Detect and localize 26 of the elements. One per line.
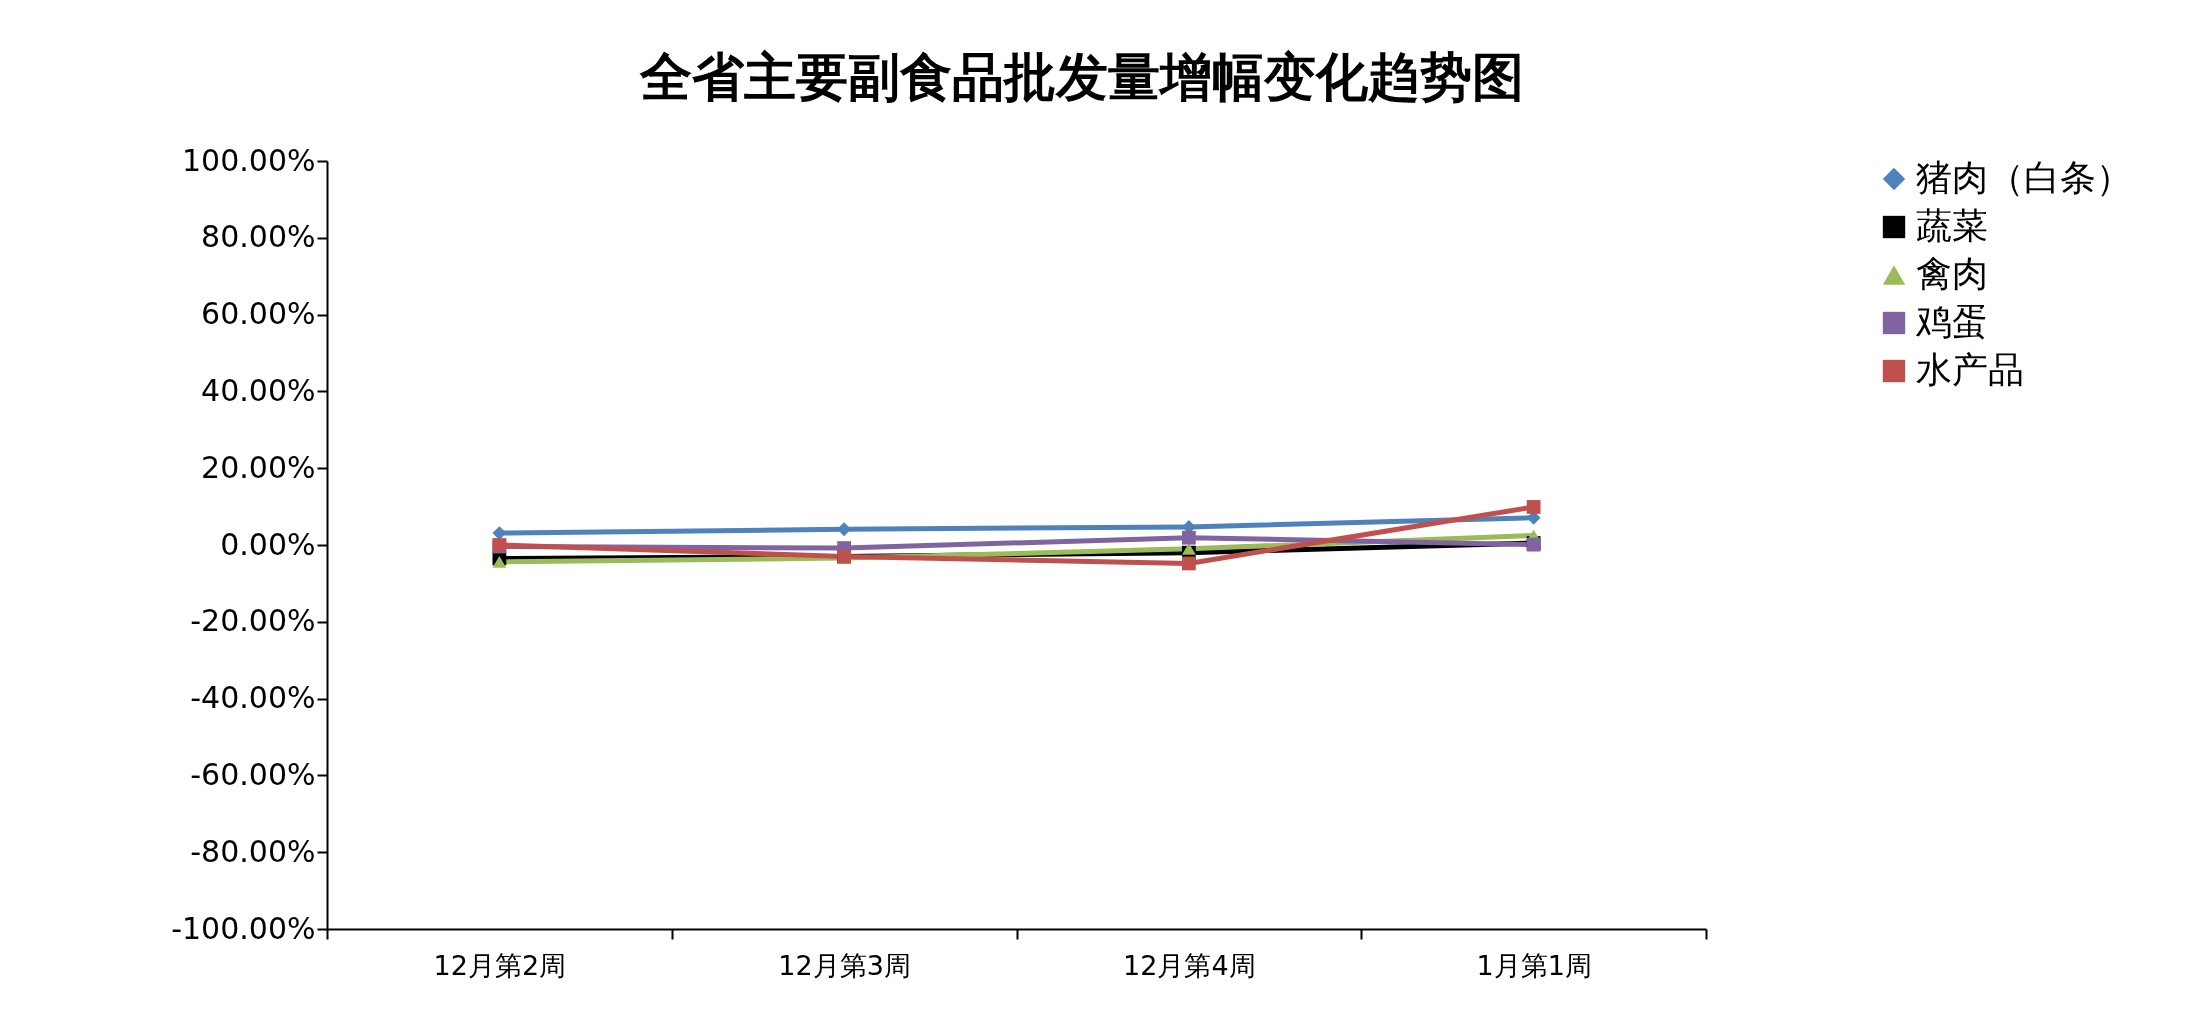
point [1181, 530, 1196, 545]
y-tick-label: -40.00% [190, 680, 316, 716]
x-tick-label: 12月第2周 [433, 949, 567, 981]
x-tick-label: 1月第1周 [1476, 949, 1592, 981]
point [1526, 500, 1541, 514]
x-tick-label: 12月第3周 [778, 949, 911, 981]
legend-label: 蔬菜 [1916, 205, 1988, 246]
chart-title: 全省主要副食品批发量增幅变化趋势图 [638, 46, 1524, 107]
y-tick-label: 40.00% [201, 372, 316, 408]
y-tick-label: 20.00% [201, 449, 316, 485]
legend-label: 鸡蛋 [1915, 301, 1988, 342]
legend-label: 禽肉 [1916, 253, 1988, 294]
y-tick-label: 100.00% [182, 142, 316, 178]
x-tick-label: 12月第4周 [1123, 949, 1256, 981]
y-tick-label: 0.00% [220, 526, 316, 562]
legend-label: 猪肉（白条） [1916, 157, 2132, 198]
point [1181, 556, 1196, 571]
point [1181, 542, 1196, 555]
y-tick-label: 60.00% [201, 296, 316, 332]
y-tick-label: -80.00% [190, 833, 316, 869]
y-tick-label: 80.00% [201, 219, 316, 255]
y-tick-label: -20.00% [190, 603, 316, 639]
y-tick-label: -100.00% [171, 910, 316, 946]
legend-label: 水产品 [1916, 349, 2024, 390]
y-tick-label: -60.00% [190, 756, 316, 792]
point [492, 555, 507, 568]
